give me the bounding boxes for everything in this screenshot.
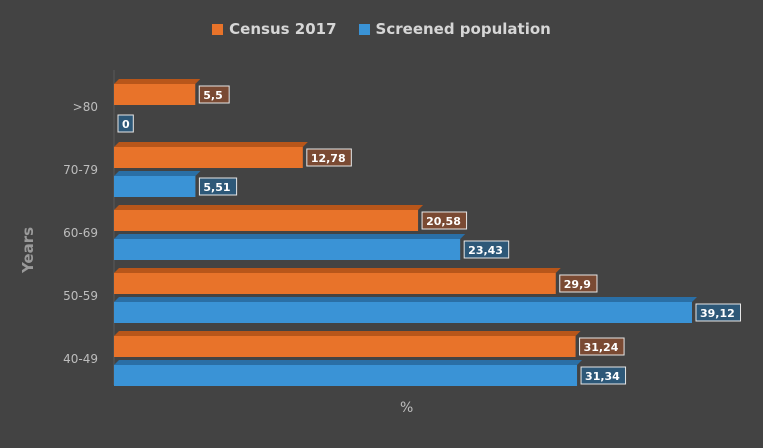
bar-top-face	[114, 79, 201, 84]
data-label: 23,43	[468, 244, 503, 257]
bar	[114, 336, 576, 357]
bar-top-face	[114, 205, 424, 210]
bar	[114, 176, 196, 197]
data-label-box	[198, 85, 230, 104]
y-tick-label: 60-69	[63, 226, 98, 240]
bar-top-face	[114, 297, 697, 302]
y-axis-label: Years	[19, 226, 37, 274]
y-tick-label: 70-79	[63, 163, 98, 177]
data-label: 31,34	[585, 370, 620, 383]
data-label-box	[580, 366, 627, 385]
legend-swatch-census	[212, 23, 224, 35]
data-label-box	[198, 177, 238, 196]
data-label: 5,5	[203, 89, 223, 102]
legend-item-census: Census 2017	[212, 20, 337, 38]
bar	[114, 147, 303, 168]
legend-swatch-screened	[358, 23, 370, 35]
legend: Census 2017 Screened population	[0, 20, 763, 38]
data-label: 39,12	[700, 307, 735, 320]
bar	[114, 210, 419, 231]
data-label: 20,58	[426, 215, 461, 228]
legend-label-census: Census 2017	[229, 20, 337, 38]
bar-top-face	[114, 331, 581, 336]
legend-label-screened: Screened population	[375, 20, 551, 38]
bar	[114, 302, 692, 323]
legend-item-screened: Screened population	[358, 20, 551, 38]
data-label: 31,24	[584, 341, 619, 354]
bar-top-face	[114, 268, 561, 273]
data-label-box	[559, 274, 598, 293]
data-label-box	[306, 148, 352, 167]
y-tick-label: 50-59	[63, 289, 98, 303]
data-label-box	[117, 114, 134, 133]
bar-top-face	[114, 360, 583, 365]
bar-top-face	[114, 171, 201, 176]
data-label: 5,51	[203, 181, 230, 194]
data-label-box	[463, 240, 510, 259]
data-label: 29,9	[564, 278, 591, 291]
bar-top-face	[114, 142, 308, 147]
data-label: 12,78	[311, 152, 346, 165]
bar-top-face	[114, 234, 466, 239]
bar	[114, 84, 196, 105]
x-axis-label: %	[400, 400, 414, 416]
data-label-box	[695, 303, 741, 322]
data-label-box	[421, 211, 468, 230]
data-label: 0	[122, 118, 130, 131]
bar	[114, 239, 461, 260]
bar	[114, 365, 578, 386]
y-tick-label: 40-49	[63, 352, 98, 366]
data-label-box	[579, 337, 625, 356]
bar	[114, 273, 556, 294]
y-tick-label: >80	[73, 100, 98, 114]
